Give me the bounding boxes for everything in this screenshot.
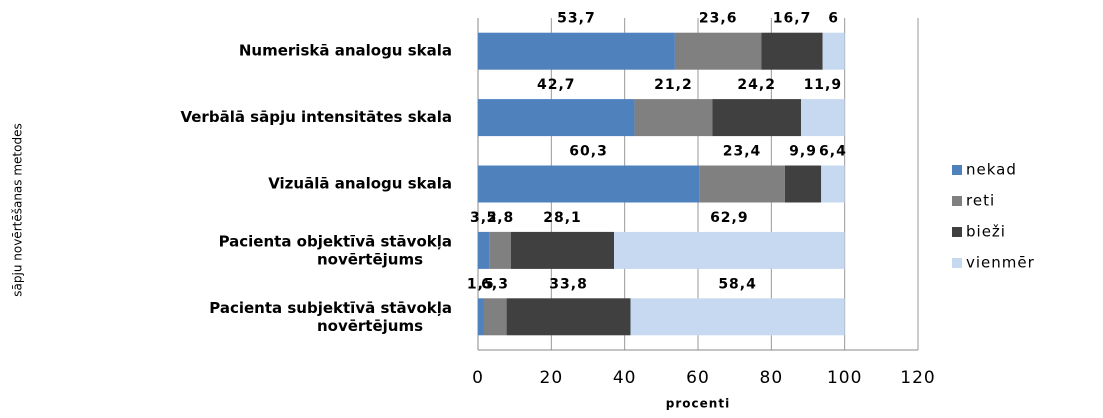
data-label: 33,8 xyxy=(549,276,588,292)
x-tick-label: 20 xyxy=(540,368,564,388)
x-tick-label: 60 xyxy=(686,368,710,388)
legend-label: vienmēr xyxy=(966,254,1035,272)
data-label: 23,6 xyxy=(699,11,738,27)
x-tick-label: 100 xyxy=(827,368,862,388)
bar-segment xyxy=(478,298,484,336)
x-tick-label: 120 xyxy=(900,368,935,388)
x-tick-label: 80 xyxy=(760,368,784,388)
data-label: 53,7 xyxy=(557,11,596,27)
data-label: 42,7 xyxy=(537,77,576,93)
legend-label: nekad xyxy=(966,161,1017,179)
bar-segment xyxy=(821,165,845,203)
data-label: 16,7 xyxy=(773,11,812,27)
category-label: Pacienta objektīvā stāvokļa novērtējums xyxy=(219,232,452,268)
x-axis-label: procenti xyxy=(666,397,730,411)
bar-segment xyxy=(699,165,785,203)
data-label: 6 xyxy=(828,11,839,27)
legend-swatch xyxy=(952,196,962,206)
bar-segment xyxy=(822,32,845,70)
legend-swatch xyxy=(952,258,962,268)
bar-segment xyxy=(712,99,802,137)
data-label: 24,2 xyxy=(737,77,776,93)
bar-segment xyxy=(483,298,507,336)
data-label: 28,1 xyxy=(543,210,582,226)
category-label: Numeriskā analogu skala xyxy=(239,42,452,60)
bar-segment xyxy=(478,32,675,70)
data-label: 60,3 xyxy=(569,144,608,160)
bar-segment xyxy=(630,298,845,336)
category-label: Vizuālā analogu skala xyxy=(268,175,452,193)
bar-segment xyxy=(674,32,762,70)
data-label: 11,9 xyxy=(804,77,843,93)
bar-segment xyxy=(511,231,615,269)
x-tick-label: 0 xyxy=(472,368,484,388)
category-label: Pacienta subjektīvā stāvokļa novērtējums xyxy=(209,298,452,334)
data-label: 6,3 xyxy=(481,276,509,292)
data-label: 23,4 xyxy=(723,144,762,160)
y-axis-label: sāpju novērtēšanas metodes xyxy=(11,123,25,296)
legend-swatch xyxy=(952,165,962,175)
category-label: Verbālā sāpju intensitātes skala xyxy=(180,108,452,126)
data-label: 62,9 xyxy=(710,210,749,226)
bar-segment xyxy=(489,231,511,269)
data-label: 3,2 xyxy=(470,210,498,226)
bar-segment xyxy=(478,165,700,203)
data-label: 6,4 xyxy=(819,144,847,160)
bar-segment xyxy=(801,99,845,137)
bar-segment xyxy=(784,165,822,203)
bar-segment xyxy=(506,298,631,336)
x-tick-label: 40 xyxy=(613,368,637,388)
bar-segment xyxy=(614,231,845,269)
bar-segment xyxy=(634,99,713,137)
legend-label: bieži xyxy=(966,223,1006,241)
data-label: 58,4 xyxy=(718,276,757,292)
bar-segment xyxy=(478,99,635,137)
data-label: 21,2 xyxy=(654,77,693,93)
bar-segment xyxy=(761,32,823,70)
legend-swatch xyxy=(952,227,962,237)
legend-label: reti xyxy=(966,192,995,210)
data-label: 9,9 xyxy=(789,144,817,160)
bar-segment xyxy=(478,231,490,269)
data-label: 5,8 xyxy=(486,210,514,226)
data-label: 1,5 xyxy=(467,276,495,292)
